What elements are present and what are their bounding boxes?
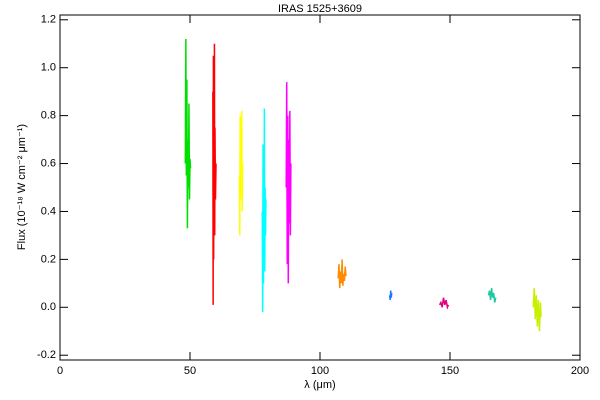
y-tick-label: 1.2 [41,14,56,26]
spectrum-line [285,82,292,284]
spectrum-line [184,38,192,229]
spectrum-line [238,110,244,236]
spectrum-line [388,290,393,301]
x-tick-label: 0 [57,365,63,377]
y-tick-label: 0.0 [41,301,56,313]
spectrum-line [337,259,347,289]
y-tick-label: 0.4 [41,205,56,217]
x-tick-label: 200 [571,365,589,377]
x-tick-label: 100 [311,365,329,377]
y-tick-label: 0.2 [41,253,56,265]
spectrum-line [438,297,450,310]
y-tick-label: 0.8 [41,110,56,122]
x-tick-label: 50 [184,365,196,377]
y-tick-label: 1.0 [41,62,56,74]
chart-title: IRAS 1525+3609 [278,3,362,15]
y-tick-label: -0.2 [37,349,56,361]
spectrum-line [487,288,497,303]
x-axis-label: λ (μm) [304,379,335,391]
spectrum-line [212,43,217,305]
spectrum-line [261,108,267,313]
x-tick-label: 150 [441,365,459,377]
y-axis-label: Flux (10⁻¹⁸ W cm⁻² μm⁻¹) [16,124,28,250]
spectrum-line [532,288,542,332]
y-tick-label: 0.6 [41,157,56,169]
